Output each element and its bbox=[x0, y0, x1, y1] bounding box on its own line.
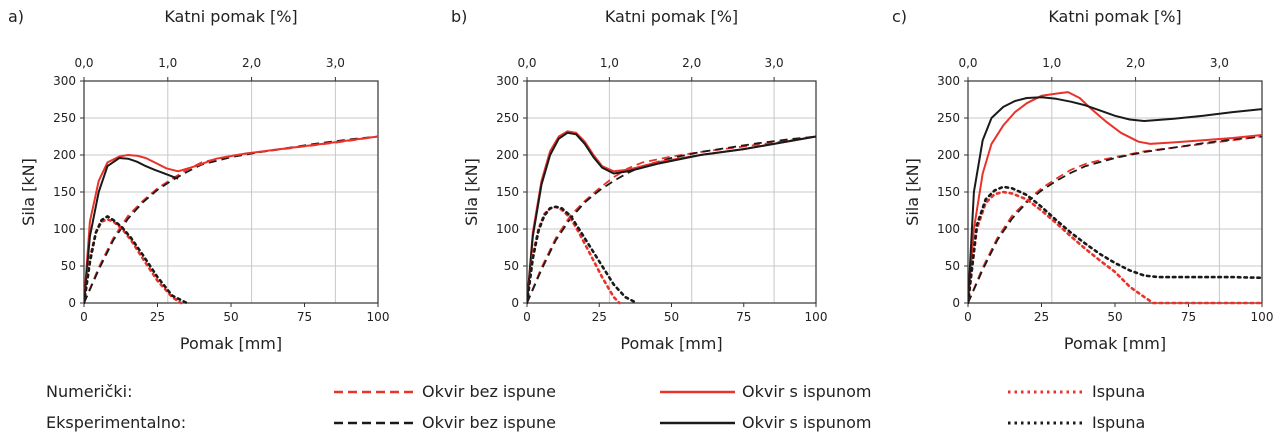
series-eksperimentalno-ispuna bbox=[84, 215, 189, 305]
legend-row-numeric-label: Numerički: bbox=[46, 382, 132, 401]
x-tick-label: 100 bbox=[1251, 310, 1274, 324]
panel-label: c) bbox=[892, 7, 907, 26]
series-numericki-ispuna bbox=[527, 205, 621, 305]
legend: Numerički: Eksperimentalno: Okvir bez is… bbox=[46, 382, 1145, 432]
top-tick-label: 1,0 bbox=[600, 56, 619, 70]
x-tick-label: 75 bbox=[1181, 310, 1196, 324]
y-tick-label: 250 bbox=[53, 111, 76, 125]
x-tick-label: 50 bbox=[1107, 310, 1122, 324]
series-numericki-okvir-bez-ispune bbox=[84, 135, 378, 304]
top-axis-title: Katni pomak [%] bbox=[1048, 7, 1181, 26]
top-tick-label: 0,0 bbox=[517, 56, 536, 70]
y-tick-label: 250 bbox=[496, 111, 519, 125]
legend-numeric-frame-with-infill: Okvir s ispunom bbox=[742, 382, 871, 401]
chart-panel-1: a) Katni pomak [%] 0 25 50 75 100 0,0 1,0 2,0 3,0 0… bbox=[8, 7, 389, 353]
panel-label: a) bbox=[8, 7, 24, 26]
y-tick-label: 100 bbox=[937, 222, 960, 236]
y-tick-label: 250 bbox=[937, 111, 960, 125]
y-tick-label: 0 bbox=[68, 296, 76, 310]
series-eksperimentalno-ispuna bbox=[527, 205, 639, 305]
x-tick-label: 25 bbox=[150, 310, 165, 324]
legend-experimental-frame-without-infill: Okvir bez ispune bbox=[422, 413, 556, 432]
y-tick-label: 50 bbox=[945, 259, 960, 273]
y-axis-title: Sila [kN] bbox=[903, 158, 922, 226]
series-numericki-okvir-s-ispunom bbox=[84, 135, 378, 304]
series-eksperimentalno-okvir-s-ispunom bbox=[527, 131, 816, 304]
series-eksperimentalno-okvir-s-ispunom bbox=[968, 96, 1262, 304]
top-tick-label: 3,0 bbox=[765, 56, 784, 70]
x-tick-label: 0 bbox=[964, 310, 972, 324]
x-tick-label: 75 bbox=[736, 310, 751, 324]
legend-experimental-infill: Ispuna bbox=[1092, 413, 1145, 432]
x-tick-label: 100 bbox=[367, 310, 390, 324]
y-tick-label: 200 bbox=[937, 148, 960, 162]
series-eksperimentalno-okvir-bez-ispune bbox=[527, 135, 816, 304]
y-tick-label: 100 bbox=[53, 222, 76, 236]
y-tick-label: 0 bbox=[511, 296, 519, 310]
y-tick-label: 150 bbox=[937, 185, 960, 199]
series-eksperimentalno-ispuna bbox=[968, 185, 1262, 305]
x-tick-label: 25 bbox=[1034, 310, 1049, 324]
top-tick-label: 2,0 bbox=[682, 56, 701, 70]
chart-panel-3: c) Katni pomak [%] 0 25 50 75 100 0,0 1,0 2,0 3,0 0… bbox=[892, 7, 1273, 353]
top-axis-title: Katni pomak [%] bbox=[164, 7, 297, 26]
x-tick-label: 50 bbox=[223, 310, 238, 324]
x-tick-label: 0 bbox=[80, 310, 88, 324]
x-tick-label: 100 bbox=[805, 310, 828, 324]
legend-experimental-frame-with-infill: Okvir s ispunom bbox=[742, 413, 871, 432]
top-tick-label: 1,0 bbox=[158, 56, 177, 70]
series-eksperimentalno-okvir-s-ispunom bbox=[84, 157, 179, 304]
series-numericki-ispuna bbox=[84, 218, 183, 305]
y-tick-label: 150 bbox=[496, 185, 519, 199]
series-eksperimentalno-okvir-bez-ispune bbox=[968, 135, 1262, 304]
y-tick-label: 200 bbox=[496, 148, 519, 162]
y-axis-title: Sila [kN] bbox=[462, 158, 481, 226]
series-eksperimentalno-okvir-bez-ispune bbox=[84, 135, 378, 304]
legend-numeric-frame-without-infill: Okvir bez ispune bbox=[422, 382, 556, 401]
top-tick-label: 1,0 bbox=[1042, 56, 1061, 70]
top-tick-label: 2,0 bbox=[242, 56, 261, 70]
top-tick-label: 0,0 bbox=[74, 56, 93, 70]
panel-label: b) bbox=[451, 7, 467, 26]
y-tick-label: 300 bbox=[53, 74, 76, 88]
y-axis-title: Sila [kN] bbox=[19, 158, 38, 226]
x-axis-title: Pomak [mm] bbox=[180, 334, 282, 353]
top-tick-label: 2,0 bbox=[1126, 56, 1145, 70]
y-tick-label: 100 bbox=[496, 222, 519, 236]
legend-numeric-infill: Ispuna bbox=[1092, 382, 1145, 401]
x-axis-title: Pomak [mm] bbox=[620, 334, 722, 353]
chart-panels: a) Katni pomak [%] 0 25 50 75 100 0,0 1,0 2,0 3,0 0… bbox=[8, 7, 1273, 353]
series-numericki-ispuna bbox=[968, 190, 1262, 305]
y-tick-label: 50 bbox=[504, 259, 519, 273]
chart-panel-2: b) Katni pomak [%] 0 25 50 75 100 0,0 1,0 2,0 3,0 0… bbox=[451, 7, 827, 353]
series-numericki-okvir-bez-ispune bbox=[527, 135, 816, 304]
y-tick-label: 0 bbox=[952, 296, 960, 310]
y-tick-label: 150 bbox=[53, 185, 76, 199]
x-tick-label: 25 bbox=[592, 310, 607, 324]
y-tick-label: 50 bbox=[61, 259, 76, 273]
y-tick-label: 300 bbox=[496, 74, 519, 88]
series-numericki-okvir-s-ispunom bbox=[968, 91, 1262, 304]
top-tick-label: 3,0 bbox=[326, 56, 345, 70]
top-axis-title: Katni pomak [%] bbox=[605, 7, 738, 26]
top-tick-label: 0,0 bbox=[958, 56, 977, 70]
top-tick-label: 3,0 bbox=[1210, 56, 1229, 70]
legend-row-experimental-label: Eksperimentalno: bbox=[46, 413, 186, 432]
x-tick-label: 0 bbox=[523, 310, 531, 324]
x-axis-title: Pomak [mm] bbox=[1064, 334, 1166, 353]
y-tick-label: 300 bbox=[937, 74, 960, 88]
x-tick-label: 50 bbox=[664, 310, 679, 324]
y-tick-label: 200 bbox=[53, 148, 76, 162]
x-tick-label: 75 bbox=[297, 310, 312, 324]
